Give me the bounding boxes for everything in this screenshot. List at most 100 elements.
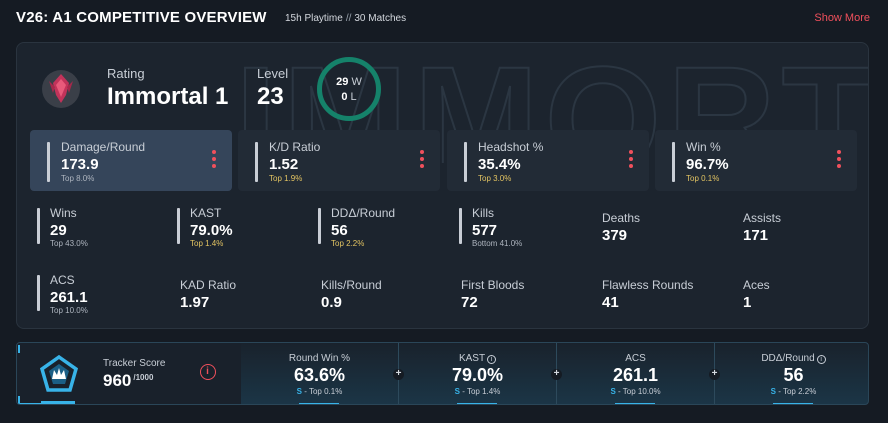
tracker-cell-value: 63.6% (293, 365, 346, 385)
more-options-icon[interactable] (420, 150, 424, 170)
info-icon[interactable]: i (816, 355, 826, 364)
stat-percentile: Top 1.9% (269, 174, 303, 183)
stat-value: 261.1 (50, 289, 88, 306)
stat-value: 29 (50, 222, 67, 239)
tracker-cell-sub: S - Top 0.1% (241, 387, 398, 396)
tier-percentile: - Top 10.0% (618, 387, 661, 396)
tracker-cell-sub: S - Top 10.0% (557, 387, 714, 396)
stat-percentile: Top 43.0% (50, 239, 88, 248)
stat-value: 577 (472, 222, 498, 239)
stat-aces: Aces 1 (743, 273, 868, 317)
tier-badge: S (770, 387, 776, 396)
stat-percentile: Top 3.0% (478, 174, 512, 183)
stat-bar (459, 208, 462, 244)
stat-first-bloods: First Bloods 72 (461, 273, 591, 317)
tracker-cell-sub: S - Top 2.2% (715, 387, 868, 396)
stat-label: Win % (686, 140, 721, 154)
level-label: Level (257, 66, 289, 81)
stat-bar (177, 208, 180, 244)
stat-kills-round: Kills/Round 0.9 (321, 273, 451, 317)
tracker-score-badge-icon (39, 355, 79, 392)
stat-percentile: Bottom 41.0% (472, 239, 523, 248)
info-icon-glyph: i (206, 366, 209, 377)
tracker-cell-value: 79.0% (451, 365, 504, 385)
tracker-cell-dd-delta: DDΔ/Round i 56 S - Top 2.2% (715, 343, 868, 404)
stat-percentile: Top 2.2% (331, 239, 365, 248)
tracker-cell-label: KAST i (399, 353, 556, 364)
stat-value: 35.4% (478, 156, 521, 173)
tracker-cell-round-win: Round Win % 63.6% S - Top 0.1% (241, 343, 398, 404)
tier-percentile: - Top 1.4% (462, 387, 501, 396)
stat-percentile: Top 0.1% (686, 174, 720, 183)
more-options-icon[interactable] (629, 150, 633, 170)
stat-assists: Assists 171 (743, 206, 868, 250)
stat-bar (37, 208, 40, 244)
tracker-cell-label-text: KAST (458, 353, 486, 364)
wins-count: 29 W (322, 76, 376, 88)
stat-label: DDΔ/Round (331, 206, 396, 220)
losses-number: 0 (341, 91, 348, 103)
stat-value: 1.97 (180, 294, 210, 311)
tier-badge: S (610, 387, 616, 396)
stat-percentile: Top 1.4% (190, 239, 224, 248)
stat-bar (255, 142, 258, 182)
stat-flawless-rounds: Flawless Rounds 41 (602, 273, 732, 317)
tracker-score-label: Tracker Score (103, 358, 166, 369)
tracker-score-panel: Tracker Score 960/1000 i (17, 343, 241, 404)
stat-bar (464, 142, 467, 182)
tracker-score-bar: Tracker Score 960/1000 i Round Win % 63.… (16, 342, 869, 405)
immortal-rank-icon (42, 70, 80, 108)
stat-kad-ratio: KAD Ratio 1.97 (180, 273, 310, 317)
wins-number: 29 (336, 76, 349, 88)
meta-separator: // (345, 13, 352, 24)
stat-label: Deaths (602, 211, 641, 225)
stat-value: 1 (743, 294, 752, 311)
cell-underline (457, 403, 497, 404)
stat-bar (318, 208, 321, 244)
level-value: 23 (257, 83, 284, 110)
tier-percentile: - Top 2.2% (778, 387, 817, 396)
plus-icon: + (551, 369, 562, 380)
tracker-cell-label-text: DDΔ/Round (761, 353, 815, 364)
tracker-cell-kast: KAST i 79.0% S - Top 1.4% (399, 343, 556, 404)
plus-icon: + (393, 369, 404, 380)
stat-label: Kills (472, 206, 495, 220)
tracker-cell-label: ACS (625, 353, 646, 364)
playtime-text: 15h Playtime (285, 13, 343, 24)
stat-bar (37, 275, 40, 311)
stat-label: First Bloods (461, 278, 525, 292)
stat-label: Aces (743, 278, 770, 292)
stat-label: Wins (50, 206, 77, 220)
stat-label: KAST (190, 206, 222, 220)
stat-box-headshot[interactable]: Headshot % 35.4% Top 3.0% (447, 130, 649, 191)
losses-unit: L (350, 91, 357, 103)
tier-percentile: - Top 0.1% (304, 387, 343, 396)
more-options-icon[interactable] (212, 150, 216, 170)
info-icon[interactable]: i (487, 355, 497, 364)
tracker-score-max: /1000 (133, 373, 154, 382)
info-icon[interactable]: i (200, 364, 216, 380)
tracker-cell-label: Round Win % (288, 353, 351, 364)
stat-label: KAD Ratio (180, 278, 237, 292)
more-options-icon[interactable] (837, 150, 841, 170)
tracker-cell-label: DDΔ/Round i (715, 353, 868, 364)
plus-icon: + (709, 369, 720, 380)
stat-value: 41 (602, 294, 619, 311)
stat-label: Assists (743, 211, 782, 225)
rating-value: Immortal 1 (107, 83, 229, 110)
stat-wins: Wins 29 Top 43.0% (37, 206, 167, 250)
stat-value: 171 (743, 227, 769, 244)
stat-value: 0.9 (321, 294, 342, 311)
stat-label: Flawless Rounds (602, 278, 694, 292)
stat-value: 379 (602, 227, 628, 244)
stat-box-kd-ratio[interactable]: K/D Ratio 1.52 Top 1.9% (238, 130, 440, 191)
stat-dd-delta-round: DDΔ/Round 56 Top 2.2% (318, 206, 448, 250)
stat-box-win-percent[interactable]: Win % 96.7% Top 0.1% (655, 130, 857, 191)
show-more-link[interactable]: Show More (814, 12, 870, 24)
stat-percentile: Top 10.0% (50, 306, 88, 315)
tracker-score-value: 960/1000 (103, 371, 153, 391)
matches-text: 30 Matches (354, 13, 407, 24)
stat-percentile: Top 8.0% (61, 174, 95, 183)
stat-box-damage-round[interactable]: Damage/Round 173.9 Top 8.0% (30, 130, 232, 191)
overview-card: IMMORTAL Rating Immortal 1 Level 23 29 W… (16, 42, 869, 329)
